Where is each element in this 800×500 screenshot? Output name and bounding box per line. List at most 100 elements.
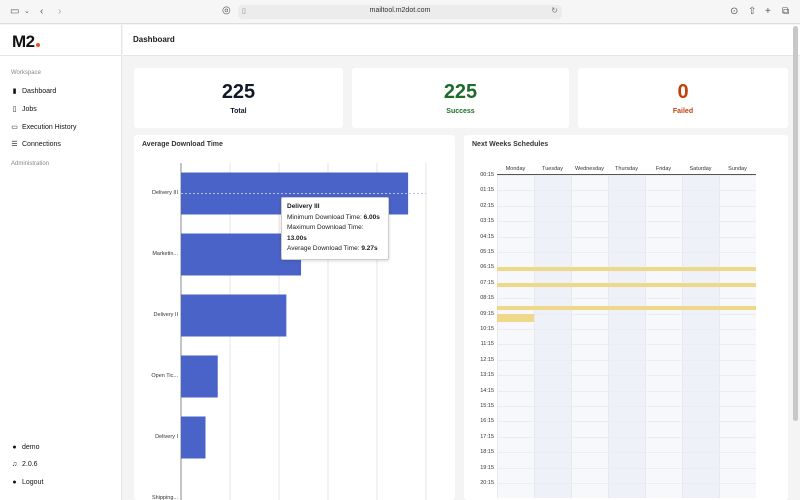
logo-divider: [0, 55, 122, 56]
sidebar-item-label: Execution History: [22, 123, 77, 131]
schedule-row-line: [497, 313, 756, 315]
schedule-row-line: [497, 329, 756, 330]
schedule-time-label: 04:15: [480, 233, 494, 240]
category-label: Shipping...: [152, 494, 178, 500]
chart-bar[interactable]: [181, 294, 287, 337]
failed-card: 0 Failed: [578, 68, 788, 128]
new-tab-icon[interactable]: +: [765, 6, 771, 17]
address-bar[interactable]: ▯ mailtool.m2dot.com ↻: [238, 5, 562, 19]
site-settings-icon[interactable]: ◎: [222, 5, 231, 16]
schedule-time-label: 12:15: [480, 356, 494, 363]
schedule-row-line: [497, 452, 756, 454]
download-icon[interactable]: ⊙: [730, 6, 739, 17]
page-scrollbar[interactable]: [793, 26, 798, 421]
schedule-row-line: [497, 252, 756, 253]
category-label: Delivery III: [152, 189, 178, 196]
sidebar-item-dashboard[interactable]: ▮ Dashboard: [10, 87, 57, 96]
tab-overview-icon[interactable]: ⧉: [782, 6, 790, 17]
user-icon: ●: [12, 444, 17, 451]
schedule-event[interactable]: [497, 282, 756, 287]
failed-label: Failed: [672, 108, 694, 115]
schedule-row-line: [497, 175, 756, 176]
page-icon: ▯: [242, 8, 246, 15]
schedule-day-header: Tuesday: [542, 166, 563, 172]
schedule-row-line: [497, 190, 756, 192]
schedule-event[interactable]: [497, 313, 534, 322]
tooltip-avg-value: 9.27s: [361, 245, 378, 252]
schedule-time-label: 08:15: [480, 295, 494, 302]
schedule-day-header: Saturday: [689, 166, 712, 172]
user-menu[interactable]: ● demo: [10, 444, 39, 451]
schedule-row-line: [497, 298, 756, 300]
chart-bar[interactable]: [181, 416, 206, 459]
category-label: Delivery II: [153, 311, 178, 318]
tooltip-max-value: 13.00s: [287, 234, 307, 242]
schedule-panel: Next Weeks Schedules Monday Tuesday Wednes…: [464, 135, 788, 500]
schedule-time-label: 18:15: [480, 449, 494, 456]
schedule-row-line: [497, 221, 756, 223]
logout-label: Logout: [22, 479, 44, 486]
schedule-row-line: [497, 467, 756, 469]
schedule-row-line: [497, 205, 756, 207]
schedule-day-header: Friday: [655, 166, 672, 172]
success-value: 225: [443, 81, 478, 103]
total-card: 225 Total: [134, 68, 343, 128]
browser-toolbar: ▭ ⌄ ‹ › ◎ ▯ mailtool.m2dot.com ↻ ⊙ ⇧ + ⧉: [0, 0, 800, 24]
share-icon[interactable]: ⇧: [748, 6, 757, 17]
schedule-header-line: [497, 174, 756, 175]
schedule-time-label: 02:15: [480, 202, 494, 209]
schedule-event[interactable]: [497, 267, 756, 272]
total-label: Total: [230, 108, 247, 115]
schedule-time-label: 20:15: [480, 480, 494, 486]
sidebar: M2 Workspace ▮ Dashboard ▯ Jobs ▭ Execut…: [0, 25, 122, 500]
schedule-row-line: [497, 421, 756, 423]
page-title: Dashboard: [133, 35, 175, 44]
schedule-time-label: 06:15: [480, 264, 494, 271]
sidebar-item-label: Connections: [22, 140, 61, 148]
schedule-time-label: 01:15: [480, 187, 494, 194]
tooltip-min-value: 6.00s: [363, 213, 380, 221]
tooltip-max-label: Maximum Download Time:: [287, 224, 364, 231]
schedule-grid: Monday Tuesday Wednesday Thursday Friday Satu…: [464, 135, 788, 500]
forward-icon[interactable]: ›: [58, 6, 62, 17]
music-note-icon: ♫: [11, 461, 18, 468]
schedule-row-line: [497, 390, 756, 392]
reload-icon[interactable]: ↻: [551, 6, 558, 15]
failed-value: 0: [677, 81, 689, 103]
category-label: Open Tic...: [151, 372, 178, 379]
chart-bar[interactable]: [181, 355, 218, 398]
category-label: Marketin...: [152, 250, 178, 257]
workspace-section-label: Workspace: [11, 70, 41, 76]
schedule-day-column: [719, 175, 756, 499]
schedule-time-label: 05:15: [480, 249, 494, 255]
sidebar-toggle-icon[interactable]: ▭: [10, 6, 20, 17]
schedule-row-line: [497, 236, 756, 238]
success-card: 225 Success: [352, 68, 569, 128]
sidebar-item-execution-history[interactable]: ▭ Execution History: [10, 123, 77, 132]
schedule-time-label: 03:15: [480, 218, 494, 225]
tooltip-title: Delivery III: [287, 203, 320, 210]
logout-button[interactable]: ● Logout: [10, 479, 43, 486]
schedule-time-label: 19:15: [480, 464, 494, 471]
schedule-event[interactable]: [497, 305, 756, 310]
schedule-day-header: Wednesday: [575, 166, 604, 172]
schedule-time-label: 10:15: [480, 326, 494, 332]
sidebar-item-label: Jobs: [22, 105, 37, 113]
schedule-day-column: [682, 175, 719, 499]
user-icon: ●: [12, 479, 17, 486]
schedule-time-label: 11:15: [480, 341, 494, 348]
schedule-day-column: [571, 175, 608, 499]
back-icon[interactable]: ‹: [40, 6, 44, 17]
bar-chart-icon: ▮: [12, 88, 17, 95]
sidebar-item-jobs[interactable]: ▯ Jobs: [10, 105, 37, 114]
app-logo[interactable]: M2: [12, 32, 40, 52]
url-text: mailtool.m2dot.com: [369, 7, 431, 14]
schedule-panel-title: Next Weeks Schedules: [472, 141, 549, 148]
schedule-time-label: 07:15: [480, 279, 494, 286]
database-icon: ☰: [11, 141, 18, 148]
sidebar-item-connections[interactable]: ☰ Connections: [10, 140, 61, 149]
chevron-down-icon[interactable]: ⌄: [24, 8, 30, 15]
header: Dashboard: [123, 25, 800, 56]
schedule-day-column: [497, 175, 534, 499]
schedule-day-header: Sunday: [728, 166, 747, 172]
